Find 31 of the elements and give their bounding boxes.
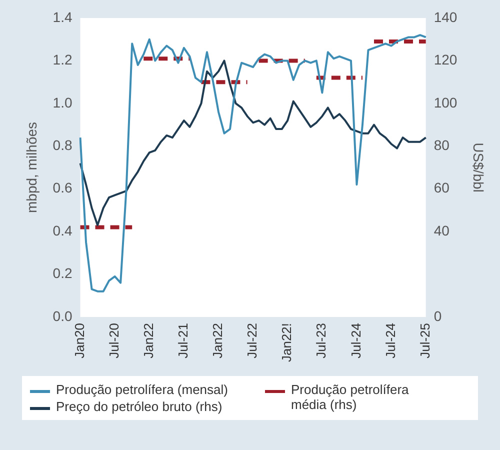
y2-tick-label: 100: [434, 94, 458, 110]
y2-tick-label: 120: [434, 52, 458, 68]
y-tick-label: 1.2: [52, 52, 72, 68]
y-tick-label: 0.6: [52, 180, 72, 196]
legend-label: Produção petrolífera (mensal): [56, 382, 228, 397]
y-tick-label: 1.0: [52, 94, 72, 110]
x-tick-label: Jul-23: [314, 322, 329, 358]
x-tick-label: Jul-21: [176, 322, 191, 358]
x-tick-label: Jul-24: [382, 322, 398, 358]
y-tick-label: 0.0: [52, 308, 72, 324]
x-tick-label: Jan22!: [279, 322, 294, 362]
x-tick-label: Jul-25: [417, 322, 432, 358]
y-tick-label: 1.4: [52, 8, 72, 25]
y-axis-title: mbpd, milhões: [23, 122, 40, 214]
x-tick-label: Jul-20: [106, 322, 122, 358]
y2-tick-label: 60: [434, 180, 450, 196]
x-tick-label: Jan20: [72, 322, 87, 358]
x-tick-label: Jan22: [140, 322, 156, 358]
y2-tick-label: 40: [434, 222, 450, 238]
y-tick-label: 0.8: [52, 136, 72, 153]
legend-label: Preço do petróleo bruto (rhs): [56, 399, 222, 414]
y2-axis-title: US$/bbl: [470, 142, 487, 192]
y2-tick-label: 80: [434, 136, 450, 153]
y2-tick-label: 0: [434, 308, 442, 324]
x-tick-label: Jan22: [210, 322, 226, 358]
y-tick-label: 0.4: [52, 222, 72, 238]
y2-tick-label: 140: [434, 8, 458, 25]
x-tick-label: Jul-24: [348, 322, 364, 358]
x-tick-label: Jul-22: [244, 322, 260, 358]
legend-label: Produção petrolífera média (rhs): [290, 382, 410, 412]
y-tick-label: 0.2: [52, 265, 72, 282]
